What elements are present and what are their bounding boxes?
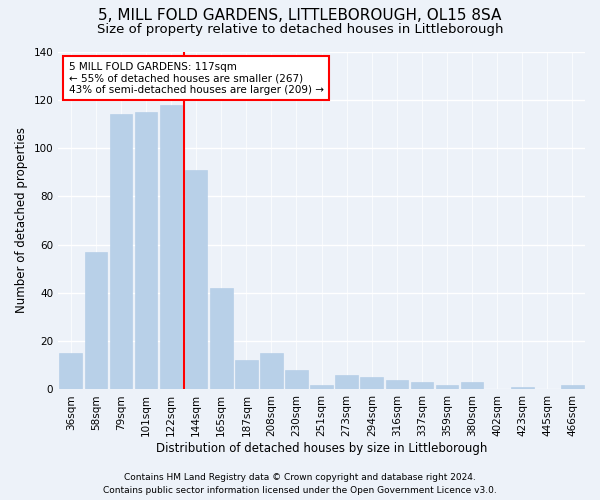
Bar: [110, 114, 132, 390]
Bar: [410, 382, 433, 390]
Bar: [361, 378, 383, 390]
Bar: [310, 384, 333, 390]
Bar: [134, 112, 157, 390]
Bar: [260, 353, 283, 390]
Bar: [160, 104, 182, 390]
Bar: [461, 382, 484, 390]
Bar: [59, 353, 82, 390]
Y-axis label: Number of detached properties: Number of detached properties: [15, 128, 28, 314]
Bar: [386, 380, 408, 390]
X-axis label: Distribution of detached houses by size in Littleborough: Distribution of detached houses by size …: [156, 442, 487, 455]
Text: 5, MILL FOLD GARDENS, LITTLEBOROUGH, OL15 8SA: 5, MILL FOLD GARDENS, LITTLEBOROUGH, OL1…: [98, 8, 502, 22]
Text: Contains HM Land Registry data © Crown copyright and database right 2024.
Contai: Contains HM Land Registry data © Crown c…: [103, 474, 497, 495]
Bar: [335, 375, 358, 390]
Bar: [85, 252, 107, 390]
Bar: [285, 370, 308, 390]
Bar: [561, 384, 584, 390]
Text: 5 MILL FOLD GARDENS: 117sqm
← 55% of detached houses are smaller (267)
43% of se: 5 MILL FOLD GARDENS: 117sqm ← 55% of det…: [69, 62, 324, 95]
Bar: [436, 384, 458, 390]
Bar: [235, 360, 257, 390]
Text: Size of property relative to detached houses in Littleborough: Size of property relative to detached ho…: [97, 22, 503, 36]
Bar: [511, 387, 533, 390]
Bar: [210, 288, 233, 390]
Bar: [185, 170, 208, 390]
